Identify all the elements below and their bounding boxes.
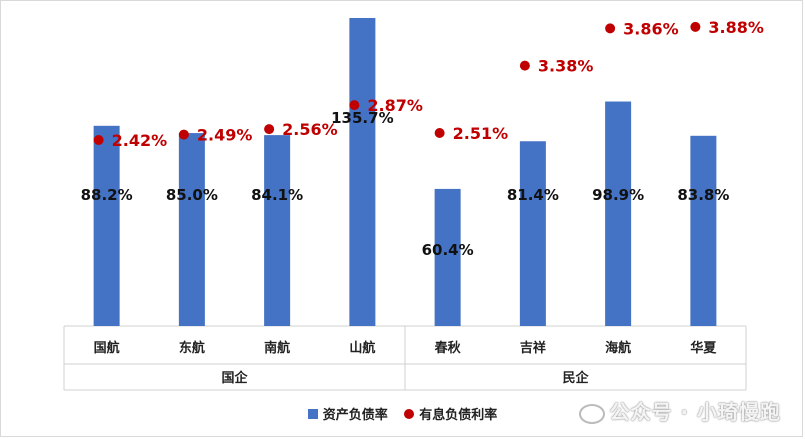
bar-value-label: 60.4% bbox=[422, 241, 474, 259]
rate-point bbox=[605, 23, 616, 34]
bar-value-label: 88.2% bbox=[81, 186, 133, 204]
bar bbox=[264, 135, 291, 326]
rate-value-label: 2.56% bbox=[282, 120, 338, 139]
rate-value-label: 3.38% bbox=[538, 57, 594, 76]
legend-bar-label: 资产负债率 bbox=[322, 408, 388, 423]
bar bbox=[690, 135, 717, 326]
rate-point bbox=[434, 128, 445, 139]
rate-point bbox=[93, 135, 104, 145]
category-tick-label: 海航 bbox=[605, 340, 631, 356]
category-tick-label: 春秋 bbox=[434, 340, 462, 356]
rate-point bbox=[349, 100, 360, 111]
category-tick-label: 吉祥 bbox=[520, 340, 546, 356]
category-tick-label: 南航 bbox=[264, 340, 290, 356]
rate-value-label: 3.86% bbox=[623, 19, 679, 38]
rate-value-label: 2.42% bbox=[112, 131, 168, 150]
bar bbox=[605, 101, 632, 326]
group-label: 民企 bbox=[562, 370, 589, 386]
rate-point bbox=[690, 21, 701, 32]
legend-bar-swatch bbox=[307, 408, 318, 419]
bar-value-label: 84.1% bbox=[251, 186, 303, 204]
legend: 资产负债率 有息负债利率 bbox=[0, 404, 805, 423]
bar bbox=[434, 188, 461, 326]
bar-value-label: 81.4% bbox=[507, 186, 559, 204]
category-tick-label: 华夏 bbox=[690, 340, 717, 356]
legend-dot-swatch bbox=[404, 408, 415, 419]
category-tick-label: 东航 bbox=[179, 340, 205, 356]
bar bbox=[349, 18, 376, 326]
legend-item-bar: 资产负债率 bbox=[307, 404, 388, 423]
rate-point bbox=[519, 60, 530, 71]
watermark: 公众号 · 小琦慢跑 bbox=[579, 396, 781, 425]
rate-point bbox=[178, 129, 189, 140]
bar-value-label: 135.7% bbox=[331, 109, 393, 127]
bar bbox=[93, 125, 120, 327]
rate-value-label: 2.87% bbox=[367, 96, 423, 115]
bar bbox=[519, 141, 546, 326]
bar-value-label: 98.9% bbox=[592, 186, 644, 204]
bar-value-label: 85.0% bbox=[166, 186, 218, 204]
category-tick-label: 山航 bbox=[349, 340, 375, 356]
rate-value-label: 3.88% bbox=[708, 18, 764, 37]
bar bbox=[178, 133, 205, 326]
wechat-icon bbox=[579, 403, 606, 424]
category-tick-label: 国航 bbox=[94, 340, 120, 356]
legend-dot-label: 有息负债利率 bbox=[419, 408, 498, 423]
watermark-text: 公众号 · 小琦慢跑 bbox=[609, 400, 781, 424]
rate-value-label: 2.51% bbox=[453, 124, 509, 143]
rate-value-label: 2.49% bbox=[197, 126, 253, 145]
group-label: 国企 bbox=[221, 370, 248, 386]
bar-value-label: 83.8% bbox=[677, 186, 729, 204]
legend-item-dot: 有息负债利率 bbox=[404, 404, 497, 423]
rate-point bbox=[264, 124, 275, 135]
